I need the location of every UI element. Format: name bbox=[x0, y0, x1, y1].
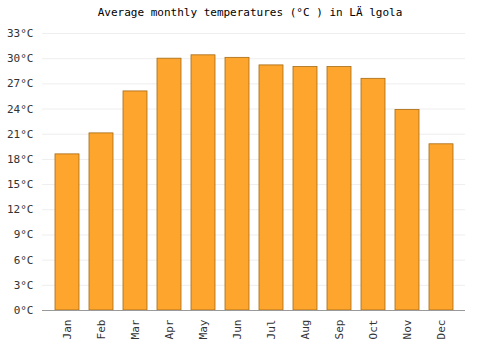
svg-text:9°C: 9°C bbox=[14, 228, 34, 241]
svg-text:Mar: Mar bbox=[129, 319, 142, 339]
svg-text:Aug: Aug bbox=[299, 320, 312, 340]
svg-text:Jun: Jun bbox=[231, 320, 244, 340]
svg-text:24°C: 24°C bbox=[7, 103, 34, 116]
svg-text:3°C: 3°C bbox=[14, 279, 34, 292]
svg-text:Apr: Apr bbox=[163, 319, 176, 339]
svg-text:33°C: 33°C bbox=[7, 27, 34, 40]
html-text:Average monthly temperatures (: Average monthly temperatures (°C ) in LÄ… bbox=[97, 6, 403, 19]
svg-text:12°C: 12°C bbox=[7, 203, 34, 216]
svg-text:6°C: 6°C bbox=[14, 254, 34, 267]
svg-text:Jan: Jan bbox=[61, 320, 74, 340]
svg-text:27°C: 27°C bbox=[7, 77, 34, 90]
svg-text:21°C: 21°C bbox=[7, 128, 34, 141]
svg-text:Oct: Oct bbox=[367, 320, 380, 340]
svg-text:May: May bbox=[197, 319, 210, 339]
svg-text:Dec: Dec bbox=[435, 320, 448, 340]
svg-text:Sep: Sep bbox=[333, 320, 346, 340]
svg-text:Feb: Feb bbox=[95, 320, 108, 340]
svg-text:18°C: 18°C bbox=[7, 153, 34, 166]
svg-text:30°C: 30°C bbox=[7, 52, 34, 65]
svg-text:15°C: 15°C bbox=[7, 178, 34, 191]
svg-text:0°C: 0°C bbox=[14, 304, 34, 317]
svg-text:Nov: Nov bbox=[401, 319, 414, 339]
svg-text:Jul: Jul bbox=[265, 320, 278, 340]
